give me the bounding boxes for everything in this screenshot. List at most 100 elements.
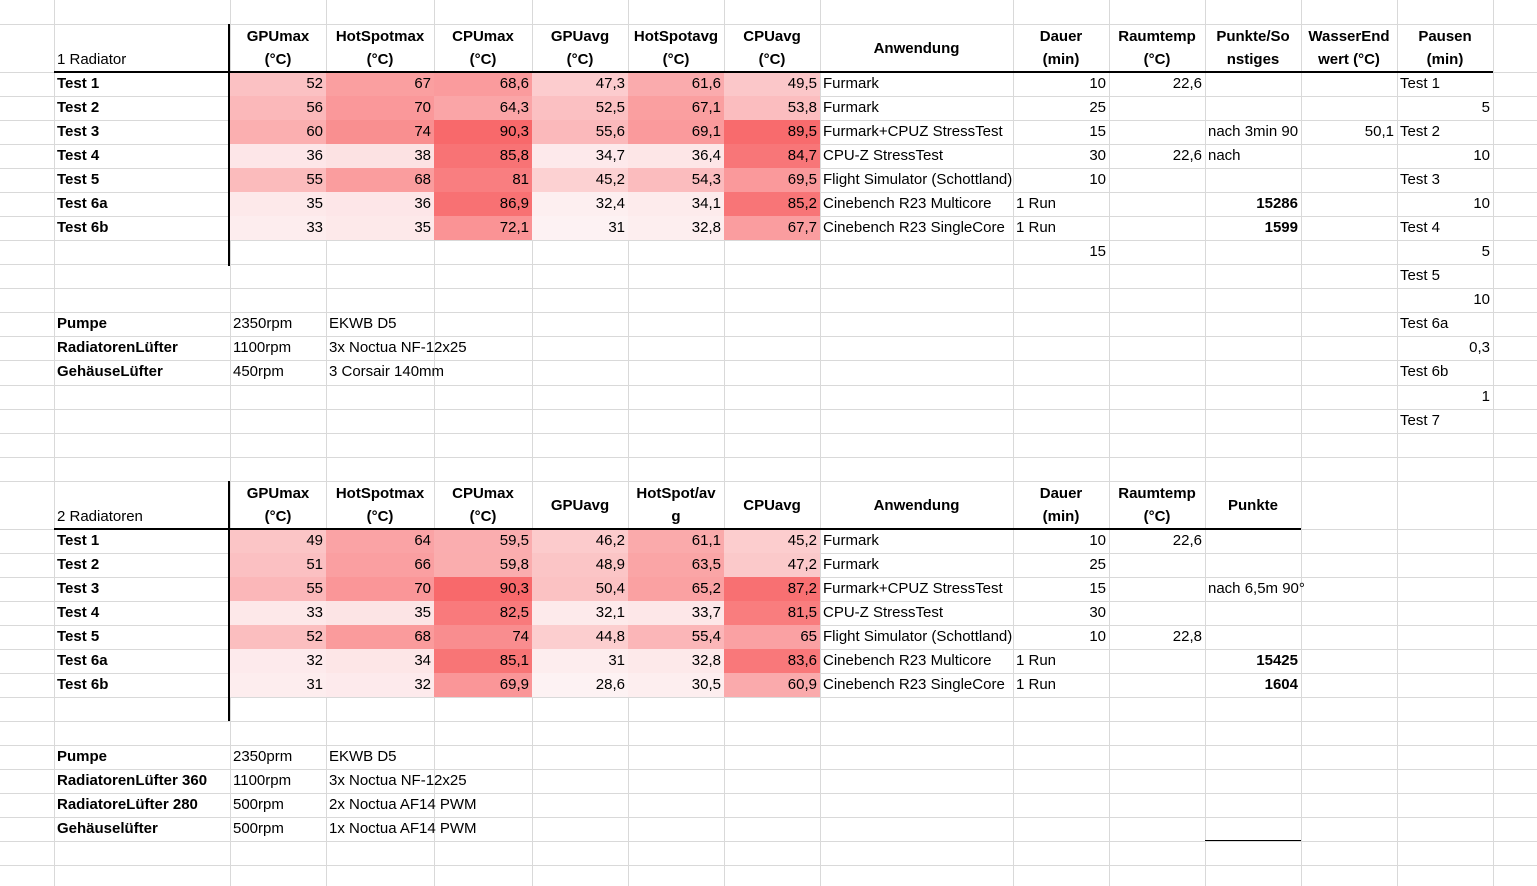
pause-cell[interactable]: 10 (1473, 147, 1490, 164)
row-label[interactable]: Test 6b (57, 219, 109, 236)
pause-cell[interactable]: 5 (1481, 243, 1490, 260)
pause-cell[interactable]: 1 (1481, 388, 1490, 405)
setting-model[interactable]: 2x Noctua AF14 PWM (329, 796, 477, 813)
application-cell[interactable]: Cinebench R23 Multicore (823, 652, 992, 669)
data-cell[interactable]: 64,3 (499, 99, 529, 116)
column-header[interactable]: GPUmax (°C) (230, 481, 326, 529)
duration-cell[interactable]: 15 (1089, 580, 1106, 597)
duration-cell[interactable]: 10 (1089, 628, 1106, 645)
run-count-cell[interactable]: 1 Run (1016, 219, 1057, 236)
data-cell[interactable]: 66 (414, 556, 431, 573)
application-cell[interactable]: Furmark (823, 532, 879, 549)
setting-label[interactable]: GehäuseLüfter (57, 363, 163, 380)
row-label[interactable]: Test 6a (57, 195, 108, 212)
data-cell[interactable]: 52 (306, 75, 323, 92)
data-cell[interactable]: 87,2 (787, 580, 817, 597)
setting-rpm[interactable]: 450rpm (233, 363, 284, 380)
setting-model[interactable]: EKWB D5 (329, 748, 397, 765)
room-temp-cell[interactable]: 22,6 (1172, 532, 1202, 549)
data-cell[interactable]: 32,4 (595, 195, 625, 212)
data-cell[interactable]: 84,7 (787, 147, 817, 164)
column-header[interactable]: Pausen (min) (1397, 24, 1493, 72)
room-temp-cell[interactable]: 22,6 (1172, 75, 1202, 92)
data-cell[interactable]: 61,6 (691, 75, 721, 92)
pause-cell[interactable]: 10 (1473, 291, 1490, 308)
column-header[interactable]: Punkte/So nstiges (1205, 24, 1301, 72)
data-cell[interactable]: 49,5 (787, 75, 817, 92)
data-cell[interactable]: 70 (414, 99, 431, 116)
data-cell[interactable]: 74 (414, 123, 431, 140)
pause-cell[interactable]: Test 1 (1400, 75, 1441, 92)
data-cell[interactable]: 31 (306, 676, 323, 693)
column-header[interactable]: HotSpotmax (°C) (326, 481, 434, 529)
data-cell[interactable]: 90,3 (499, 580, 529, 597)
column-header[interactable]: HotSpot/av g (628, 481, 724, 529)
data-cell[interactable]: 61,1 (691, 532, 721, 549)
setting-label[interactable]: Pumpe (57, 315, 108, 332)
pause-cell[interactable]: Test 6b (1400, 363, 1449, 380)
setting-rpm[interactable]: 2350rpm (233, 315, 293, 332)
pause-cell[interactable]: 5 (1481, 99, 1490, 116)
pause-cell[interactable]: Test 7 (1400, 412, 1441, 429)
row-label[interactable]: Test 1 (57, 75, 100, 92)
setting-rpm[interactable]: 2350prm (233, 748, 293, 765)
column-header[interactable]: Punkte (1205, 481, 1301, 529)
pause-cell[interactable]: Test 4 (1400, 219, 1441, 236)
data-cell[interactable]: 83,6 (787, 652, 817, 669)
column-header[interactable]: HotSpotavg (°C) (628, 24, 724, 72)
row-label[interactable]: Test 5 (57, 628, 100, 645)
data-cell[interactable]: 32,1 (595, 604, 625, 621)
data-cell[interactable]: 60,9 (787, 676, 817, 693)
data-cell[interactable]: 74 (512, 628, 529, 645)
data-cell[interactable]: 67,1 (691, 99, 721, 116)
data-cell[interactable]: 59,5 (499, 532, 529, 549)
pause-cell[interactable]: Test 2 (1400, 123, 1441, 140)
data-cell[interactable]: 68 (414, 628, 431, 645)
column-header[interactable]: WasserEnd wert (°C) (1301, 24, 1397, 72)
data-cell[interactable]: 36,4 (691, 147, 721, 164)
column-header[interactable]: Raumtemp (°C) (1109, 24, 1205, 72)
pause-cell[interactable]: Test 5 (1400, 267, 1441, 284)
data-cell[interactable]: 49 (306, 532, 323, 549)
duration-cell[interactable]: 25 (1089, 556, 1106, 573)
setting-model[interactable]: EKWB D5 (329, 315, 397, 332)
data-cell[interactable]: 89,5 (787, 123, 817, 140)
application-cell[interactable]: CPU-Z StressTest (823, 147, 944, 164)
setting-model[interactable]: 1x Noctua AF14 PWM (329, 820, 477, 837)
row-label[interactable]: Test 3 (57, 580, 100, 597)
setting-label[interactable]: RadiatorenLüfter (57, 339, 178, 356)
data-cell[interactable]: 32 (306, 652, 323, 669)
duration-cell[interactable]: 15 (1089, 123, 1106, 140)
setting-rpm[interactable]: 500rpm (233, 796, 284, 813)
row-label[interactable]: Test 5 (57, 171, 100, 188)
data-cell[interactable]: 38 (414, 147, 431, 164)
row-label[interactable]: Test 2 (57, 99, 100, 116)
application-cell[interactable]: Furmark+CPUZ StressTest (823, 123, 1003, 140)
data-cell[interactable]: 56 (306, 99, 323, 116)
data-cell[interactable]: 53,8 (787, 99, 817, 116)
data-cell[interactable]: 81 (512, 171, 529, 188)
data-cell[interactable]: 68 (414, 171, 431, 188)
data-cell[interactable]: 33 (306, 604, 323, 621)
data-cell[interactable]: 60 (306, 123, 323, 140)
application-cell[interactable]: Flight Simulator (Schottland) (823, 628, 1013, 645)
row-label[interactable]: Test 6a (57, 652, 108, 669)
data-cell[interactable]: 34,1 (691, 195, 721, 212)
duration-cell[interactable]: 30 (1089, 147, 1106, 164)
duration-cell[interactable]: 10 (1089, 532, 1106, 549)
run-count-cell[interactable]: 1 Run (1016, 676, 1057, 693)
data-cell[interactable]: 70 (414, 580, 431, 597)
data-cell[interactable]: 55 (306, 171, 323, 188)
data-cell[interactable]: 85,8 (499, 147, 529, 164)
points-cell[interactable]: 1599 (1264, 219, 1298, 236)
column-header[interactable]: GPUavg (532, 481, 628, 529)
application-cell[interactable]: Furmark (823, 99, 879, 116)
data-cell[interactable]: 32 (414, 676, 431, 693)
data-cell[interactable]: 55,6 (595, 123, 625, 140)
setting-rpm[interactable]: 500rpm (233, 820, 284, 837)
data-cell[interactable]: 90,3 (499, 123, 529, 140)
data-cell[interactable]: 47,3 (595, 75, 625, 92)
column-header[interactable]: Anwendung (820, 481, 1013, 529)
duration-extra-cell[interactable]: 15 (1089, 243, 1106, 260)
data-cell[interactable]: 72,1 (499, 219, 529, 236)
